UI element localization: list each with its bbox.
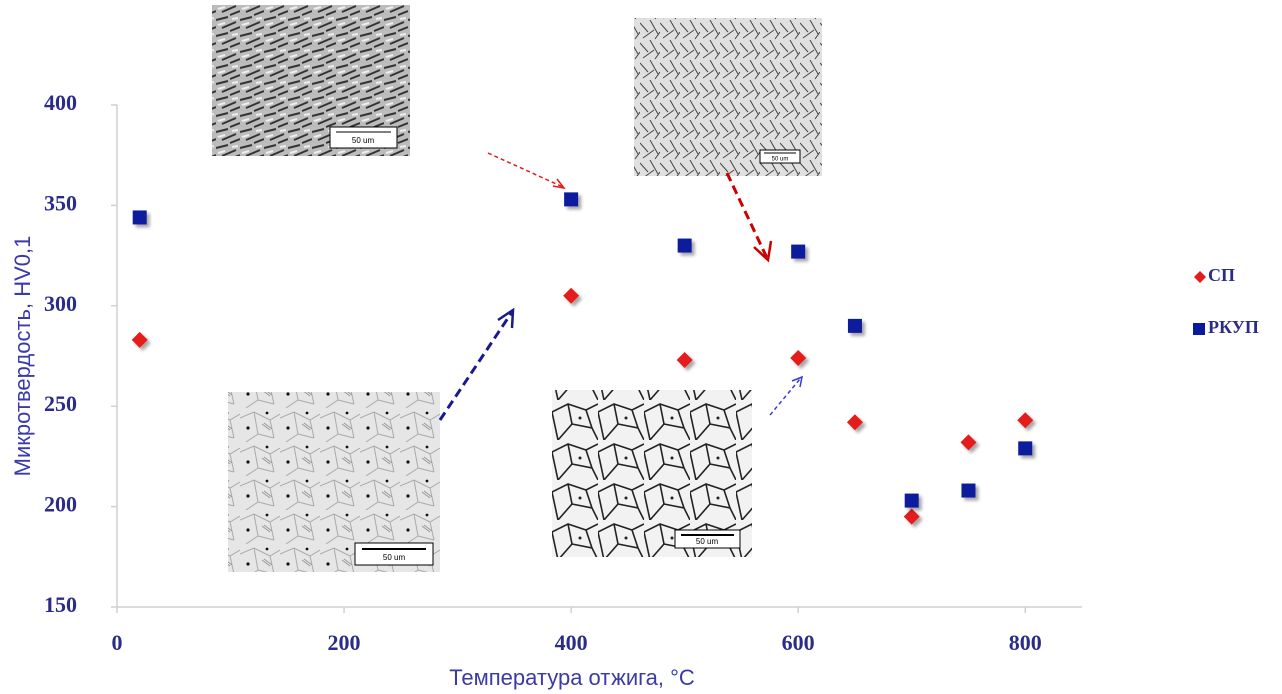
legend-marker — [1193, 323, 1205, 335]
data-point — [563, 287, 580, 304]
data-point — [677, 238, 692, 253]
micrograph: 50 um — [552, 390, 752, 557]
data-point — [132, 210, 147, 225]
x-axis-label: Температура отжига, °C — [449, 665, 695, 690]
micrograph: 50 um — [228, 392, 440, 572]
data-point — [1017, 412, 1034, 429]
y-tick-label: 200 — [44, 492, 77, 517]
scale-label: 50 um — [772, 157, 789, 163]
data-point — [1018, 441, 1033, 456]
data-point — [960, 434, 977, 451]
data-point — [903, 508, 920, 525]
x-tick-label: 600 — [782, 630, 815, 655]
legend-label: РКУП — [1208, 317, 1259, 337]
data-point — [131, 331, 148, 348]
data-point — [791, 244, 806, 259]
x-tick-label: 200 — [328, 630, 361, 655]
y-axis-label: Микротвердость, HV0,1 — [10, 236, 35, 477]
data-point — [676, 352, 693, 369]
data-point — [961, 483, 976, 498]
scale-label: 50 um — [352, 136, 375, 145]
y-tick-label: 250 — [44, 391, 77, 416]
data-point — [790, 350, 807, 367]
micrograph: 50 um — [212, 5, 410, 156]
data-point — [904, 493, 919, 508]
legend-marker — [1194, 271, 1206, 283]
y-tick-label: 150 — [44, 592, 77, 617]
x-tick-label: 0 — [112, 630, 123, 655]
x-tick-label: 800 — [1009, 630, 1042, 655]
scale-label: 50 um — [383, 553, 406, 562]
scale-label: 50 um — [696, 537, 719, 546]
data-point — [846, 414, 863, 431]
data-point — [847, 318, 862, 333]
micrograph: 50 um — [634, 18, 822, 176]
y-tick-label: 350 — [44, 190, 77, 215]
x-tick-label: 400 — [555, 630, 588, 655]
arrow — [438, 152, 804, 421]
y-tick-label: 300 — [44, 291, 77, 316]
y-tick-label: 400 — [44, 90, 77, 115]
data-point — [564, 192, 579, 207]
legend-label: СП — [1208, 265, 1235, 285]
